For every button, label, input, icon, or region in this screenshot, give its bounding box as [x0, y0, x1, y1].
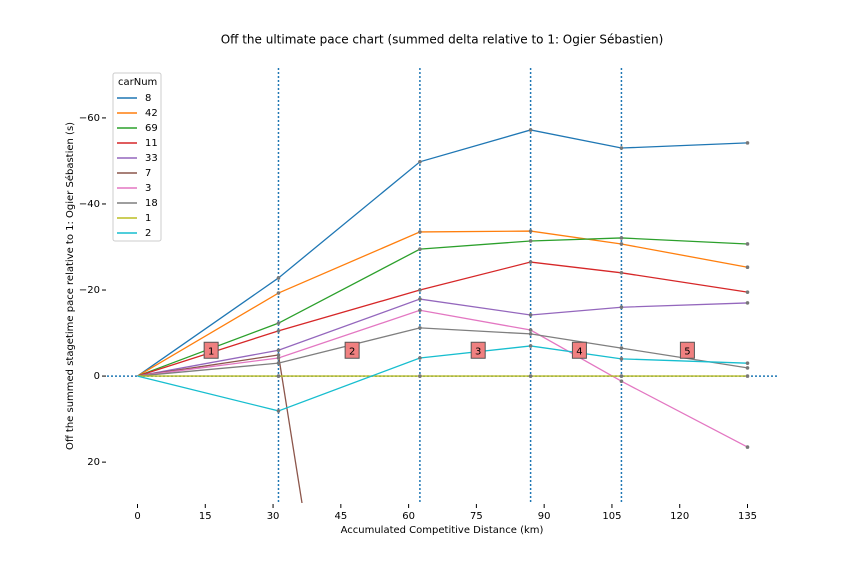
point-marker [619, 379, 624, 384]
point-marker [745, 265, 750, 270]
legend-label: 11 [145, 138, 158, 149]
point-marker [276, 409, 281, 413]
point-marker [619, 146, 624, 150]
point-marker [418, 159, 422, 164]
point-marker [418, 374, 422, 378]
series-line [137, 129, 748, 377]
point-marker [418, 308, 422, 313]
x-tick-label: 0 [134, 511, 140, 522]
y-axis-label: Off the summed stagetime pace relative t… [64, 122, 76, 450]
legend-label: 7 [145, 168, 151, 179]
series-line [137, 230, 748, 377]
x-tick-label: 120 [670, 511, 689, 522]
point-marker [528, 328, 533, 332]
legend-box [112, 72, 162, 242]
x-tick-label: 105 [602, 511, 621, 522]
x-tick-label: 45 [334, 511, 347, 522]
y-tick-label: −20 [79, 285, 100, 296]
point-marker [745, 374, 750, 378]
point-marker [276, 374, 281, 378]
y-tick-label: 20 [87, 457, 100, 468]
series-line [137, 327, 748, 377]
point-marker [619, 357, 624, 361]
point-marker [276, 329, 281, 333]
annotation-text: 4 [576, 346, 582, 357]
y-tick-label: −40 [79, 199, 100, 210]
annotation-box [203, 341, 219, 359]
series-line [137, 261, 748, 377]
x-tick-label: 135 [738, 511, 757, 522]
point-marker [528, 332, 533, 336]
series-line [137, 237, 748, 377]
point-marker [276, 348, 281, 353]
point-marker [418, 247, 422, 251]
point-marker [418, 297, 422, 301]
point-marker [745, 366, 750, 370]
point-marker [619, 271, 624, 275]
point-marker [276, 353, 281, 357]
annotation-text: 1 [208, 346, 214, 357]
point-marker [745, 361, 750, 365]
annotation-box [470, 341, 486, 359]
annotation-text: 5 [684, 346, 690, 357]
legend-label: 2 [145, 228, 151, 239]
point-marker [528, 260, 533, 264]
annotation-text: 3 [475, 346, 481, 357]
x-tick-label: 90 [538, 511, 551, 522]
point-marker [745, 141, 750, 145]
point-marker [528, 313, 533, 317]
x-tick-label: 30 [267, 511, 280, 522]
legend-label: 8 [145, 93, 151, 104]
point-marker [528, 128, 533, 132]
point-marker [528, 374, 533, 378]
point-marker [276, 361, 281, 365]
y-tick-label: 0 [94, 371, 100, 382]
point-marker [528, 229, 533, 233]
point-marker [276, 356, 281, 360]
series-line [137, 345, 748, 412]
point-marker [619, 374, 624, 378]
x-tick-label: 75 [470, 511, 483, 522]
x-tick-label: 15 [199, 511, 212, 522]
plot-area [107, 68, 778, 503]
legend-label: 3 [145, 183, 151, 194]
annotation-box [571, 341, 587, 359]
point-marker [276, 276, 281, 280]
point-marker [745, 242, 750, 246]
point-marker [745, 301, 750, 305]
chart-title: Off the ultimate pace chart (summed delt… [221, 33, 664, 47]
point-marker [276, 291, 281, 295]
legend-label: 1 [145, 213, 151, 224]
point-marker [745, 290, 750, 294]
point-marker [619, 236, 624, 240]
point-marker [619, 346, 624, 350]
point-marker [418, 326, 422, 330]
annotation-text: 2 [349, 346, 355, 357]
point-marker [418, 230, 422, 234]
legend-label: 42 [145, 108, 158, 119]
y-tick-label: −60 [79, 113, 100, 124]
x-axis-label: Accumulated Competitive Distance (km) [341, 525, 544, 536]
point-marker [418, 288, 422, 292]
point-marker [418, 356, 422, 360]
series-line [137, 298, 748, 377]
annotation-box [679, 341, 695, 359]
point-marker [619, 242, 624, 246]
point-marker [276, 321, 281, 325]
point-marker [619, 305, 624, 310]
legend-label: 69 [145, 123, 158, 134]
annotation-box [344, 341, 360, 359]
legend-label: 33 [145, 153, 158, 164]
point-marker [745, 445, 750, 449]
series-line [137, 309, 748, 448]
x-tick-label: 60 [402, 511, 415, 522]
legend-title: carNum [118, 77, 157, 88]
legend-label: 18 [145, 198, 158, 209]
point-marker [528, 344, 533, 348]
point-marker [528, 239, 533, 243]
